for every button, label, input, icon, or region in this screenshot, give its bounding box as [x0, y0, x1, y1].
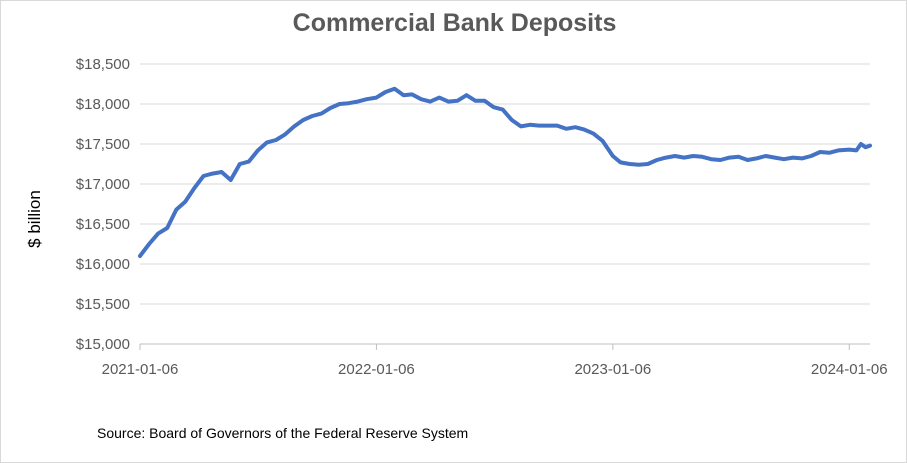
y-tick-label: $15,500 [76, 296, 130, 313]
x-tick-label: 2021-01-06 [102, 361, 179, 378]
y-tick-label: $17,500 [76, 136, 130, 153]
y-tick-label: $18,000 [76, 96, 130, 113]
y-tick-label: $16,000 [76, 256, 130, 273]
series-line [138, 86, 872, 258]
y-tick-label: $16,500 [76, 216, 130, 233]
y-tick-label: $15,000 [76, 336, 130, 353]
x-tick-label: 2023-01-06 [574, 361, 651, 378]
y-tick-label: $18,500 [76, 56, 130, 73]
source-note: Source: Board of Governors of the Federa… [97, 425, 469, 441]
chart-title: Commercial Bank Deposits [292, 9, 617, 37]
x-tick-label: 2022-01-06 [338, 361, 415, 378]
x-tick-label: 2024-01-06 [811, 361, 888, 378]
y-tick-label: $17,000 [76, 176, 130, 193]
